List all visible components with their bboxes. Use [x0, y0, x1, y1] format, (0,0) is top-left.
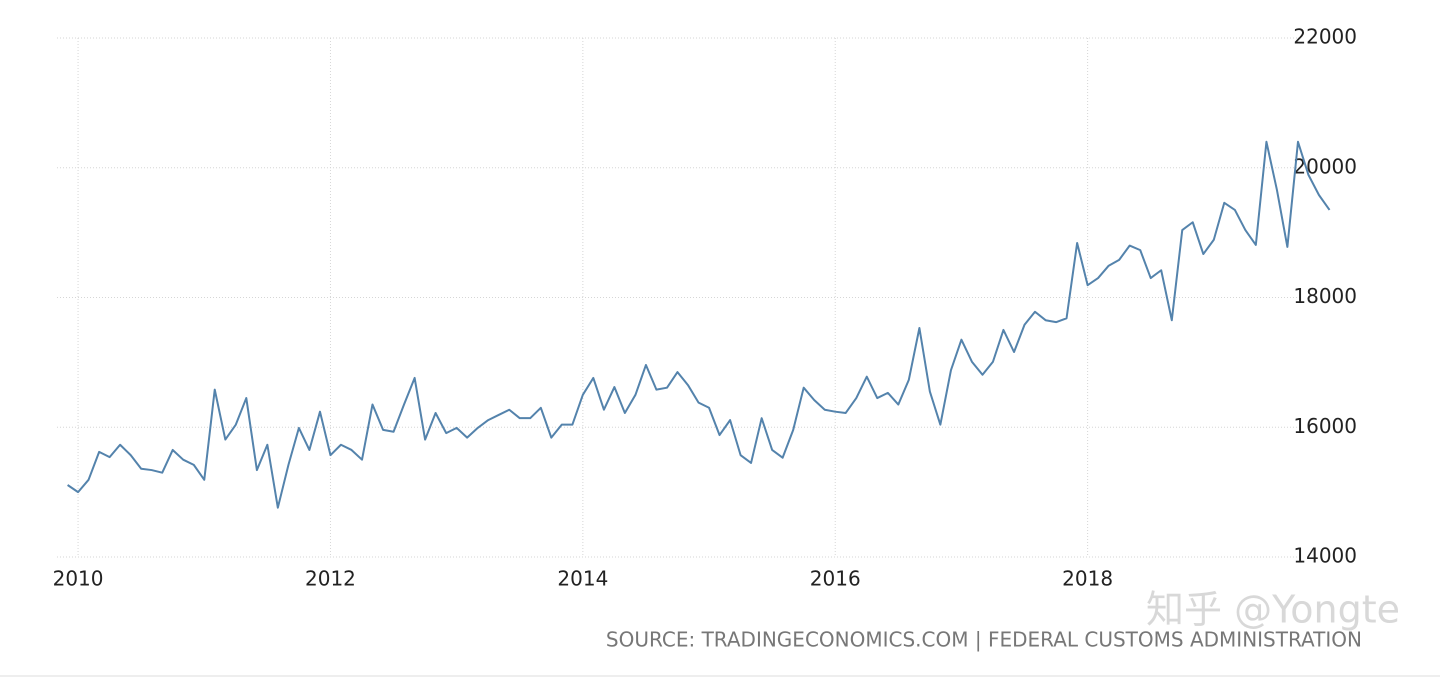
source: SOURCE: TRADINGECONOMICS.COM | FEDERAL C…: [606, 628, 1362, 652]
y-tick-label: 16000: [1293, 414, 1357, 438]
x-tick-label: 2012: [305, 567, 356, 591]
x-tick-label: 2016: [810, 567, 861, 591]
watermark: 知乎 @Yongte: [1146, 588, 1400, 632]
x-tick-label: 2014: [557, 567, 608, 591]
y-tick-label: 18000: [1293, 284, 1357, 308]
x-tick-label: 2010: [53, 567, 104, 591]
data-line: [67, 140, 1331, 509]
y-tick-label: 22000: [1293, 25, 1357, 49]
y-tick-label: 14000: [1293, 544, 1357, 568]
x-tick-label: 2018: [1062, 567, 1113, 591]
